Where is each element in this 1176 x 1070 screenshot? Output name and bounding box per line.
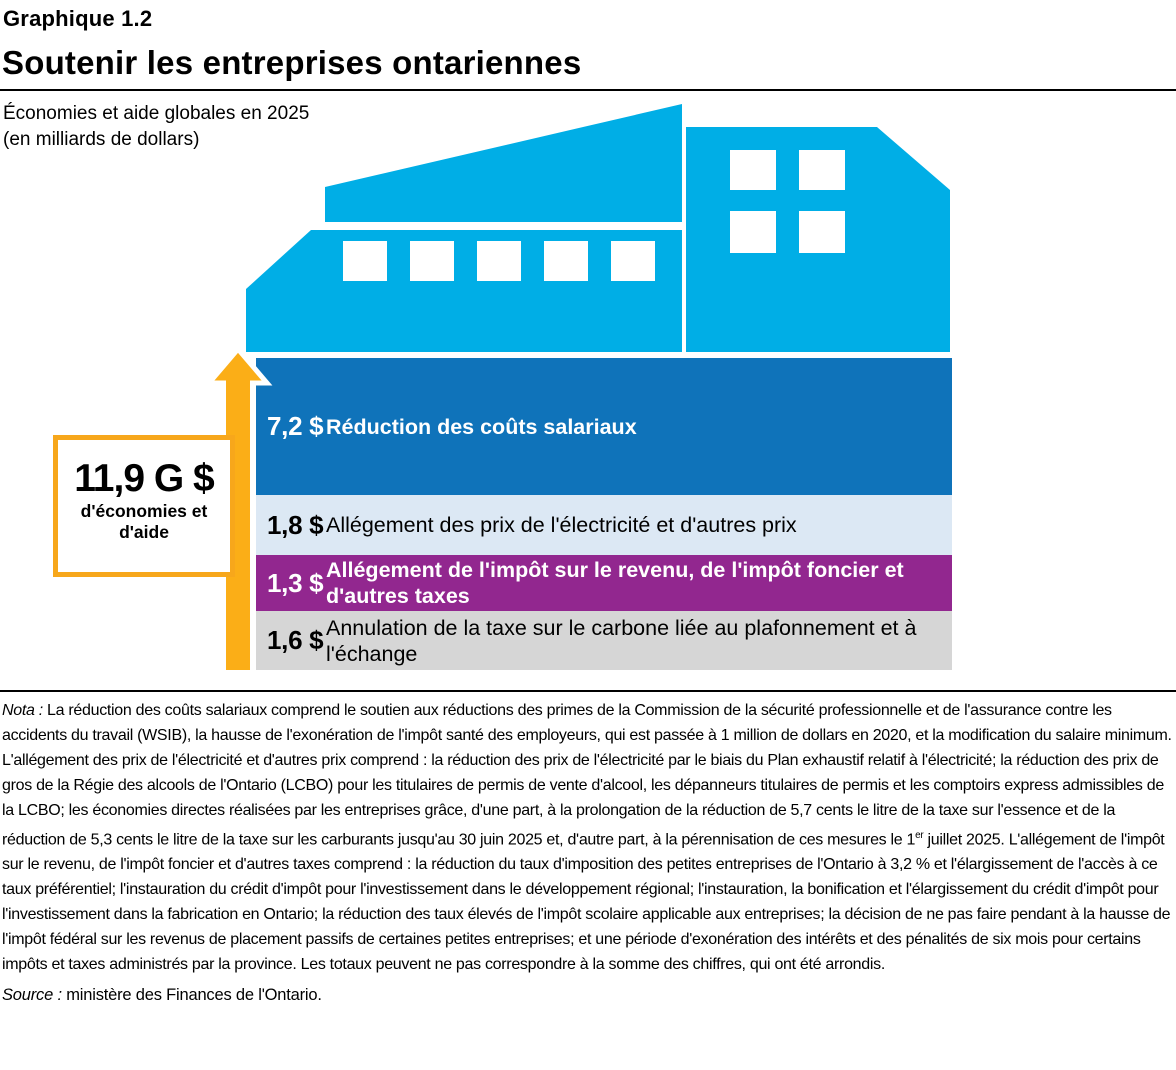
page-title: Soutenir les entreprises ontariennes (2, 44, 582, 81)
factory-window (799, 150, 845, 190)
source-body: ministère des Finances de l'Ontario. (61, 986, 322, 1005)
bar-label: Réduction des coûts salariaux (326, 414, 637, 439)
total-value: 11,9 G $ (74, 457, 214, 500)
chart-subtitle: Économies et aide globales en 2025 (en m… (3, 101, 309, 153)
up-arrow-icon (203, 345, 273, 670)
factory-window (730, 211, 776, 253)
nota-body-part2: juillet 2025. L'allégement de l'impôt su… (2, 831, 1171, 974)
bar-value: 1,3 $ (267, 567, 324, 598)
factory-window (611, 241, 655, 281)
figure-number: Graphique 1.2 (3, 6, 153, 31)
factory-window (410, 241, 454, 281)
factory-window (730, 150, 776, 190)
factory-window (477, 241, 521, 281)
subtitle-line1: Économies et aide globales en 2025 (3, 103, 310, 124)
note-divider (0, 690, 1176, 692)
bar-value: 7,2 $ (267, 411, 324, 441)
factory-window (343, 241, 387, 281)
total-sublabel-line2: d'aide (119, 522, 169, 542)
nota-label: Nota : (2, 702, 43, 719)
bar-stack: 7,2 $ Réduction des coûts salariaux 1,8 … (256, 358, 952, 670)
source-text: Source : ministère des Finances de l'Ont… (2, 986, 1172, 1005)
factory-icon (246, 104, 950, 352)
source-label: Source : (2, 986, 62, 1005)
arrow-head (203, 345, 273, 386)
nota-text: Nota : La réduction des coûts salariaux … (2, 698, 1172, 977)
bar-value: 1,6 $ (267, 625, 324, 655)
factory-window (799, 211, 845, 253)
total-sublabel-line1: d'économies et (80, 501, 208, 521)
figure-footer: Nota : La réduction des coûts salariaux … (2, 698, 1172, 1005)
bar-label: Annulation de la taxe sur le carbone lié… (326, 615, 917, 666)
factory-window (544, 241, 588, 281)
nota-superscript: er (915, 830, 924, 841)
subtitle-line2: (en milliards de dollars) (3, 129, 200, 150)
bar-segment-taxe-carbone: 1,6 $ Annulation de la taxe sur le carbo… (256, 611, 952, 670)
bar-label: Allégement de l'impôt sur le revenu, de … (326, 558, 904, 608)
factory-roof-shape (325, 104, 682, 222)
nota-body-part1: La réduction des coûts salariaux compren… (2, 702, 1172, 849)
bar-value: 1,8 $ (267, 509, 324, 540)
bar-segment-impot-revenu: 1,3 $ Allégement de l'impôt sur le reven… (256, 555, 952, 611)
bar-segment-electricite: 1,8 $ Allégement des prix de l'électrici… (256, 495, 952, 555)
total-callout: 11,9 G $ d'économies et d'aide (53, 435, 235, 577)
title-divider (0, 89, 1176, 91)
bar-segment-couts-salariaux: 7,2 $ Réduction des coûts salariaux (256, 358, 952, 495)
bar-label: Allégement des prix de l'électricité et … (326, 513, 797, 537)
